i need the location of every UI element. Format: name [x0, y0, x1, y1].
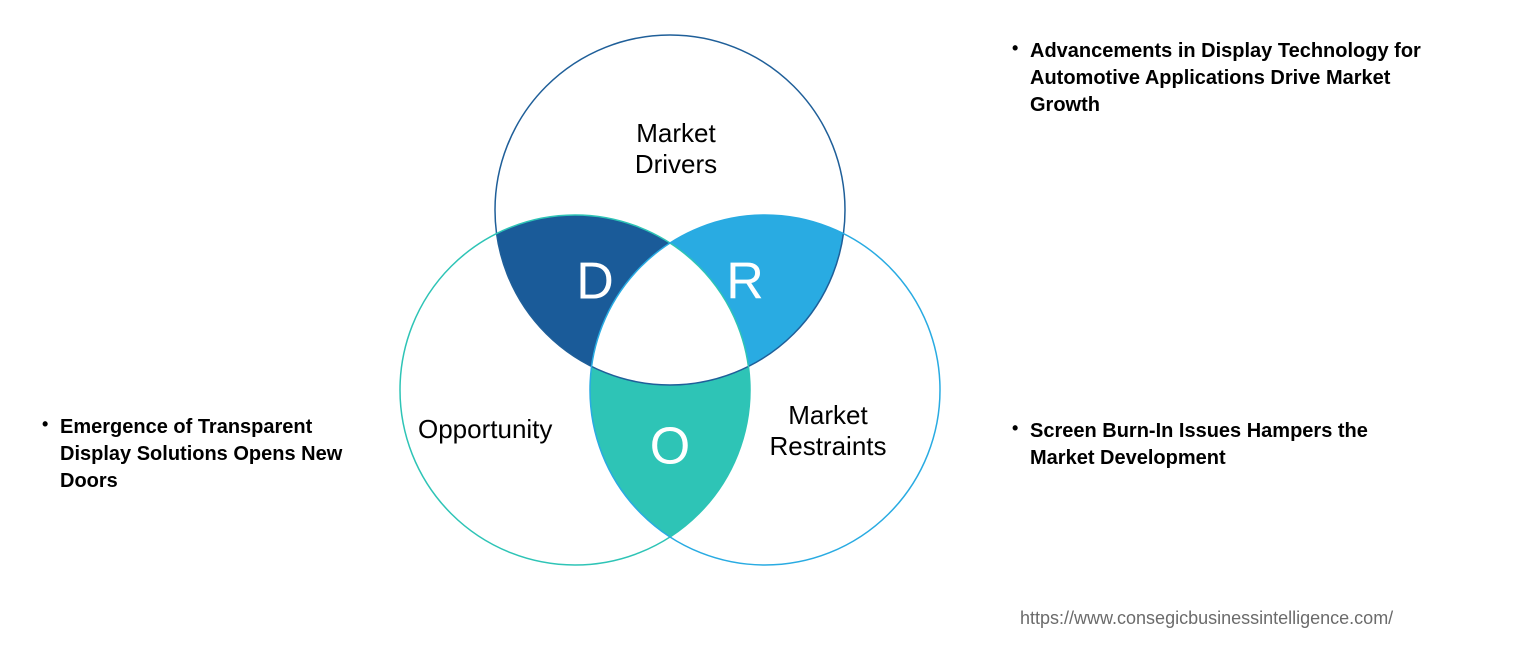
- source-url: https://www.consegicbusinessintelligence…: [1020, 608, 1393, 629]
- venn-diagram: D R O: [370, 20, 970, 620]
- bullet-drivers-text: Advancements in Display Technology for A…: [1030, 40, 1421, 116]
- label-market-drivers: MarketDrivers: [586, 118, 766, 180]
- label-market-restraints: MarketRestraints: [758, 400, 898, 462]
- letter-r: R: [726, 253, 764, 311]
- bullet-restraints-text: Screen Burn-In Issues Hampers the Market…: [1030, 420, 1368, 469]
- label-opportunity: Opportunity: [418, 414, 552, 445]
- bullet-drivers: Advancements in Display Technology for A…: [1030, 38, 1450, 119]
- label-opportunity-text: Opportunity: [418, 414, 552, 444]
- bullet-restraints: Screen Burn-In Issues Hampers the Market…: [1030, 418, 1430, 472]
- bullet-opportunity: Emergence of Transparent Display Solutio…: [60, 414, 380, 495]
- bullet-opportunity-text: Emergence of Transparent Display Solutio…: [60, 416, 342, 492]
- label-market-drivers-text: MarketDrivers: [635, 118, 717, 179]
- letter-o: O: [650, 418, 690, 476]
- label-market-restraints-text: MarketRestraints: [769, 400, 886, 461]
- letter-d: D: [576, 253, 614, 311]
- diagram-container: D R O MarketDrivers Opportunity MarketRe…: [0, 0, 1515, 660]
